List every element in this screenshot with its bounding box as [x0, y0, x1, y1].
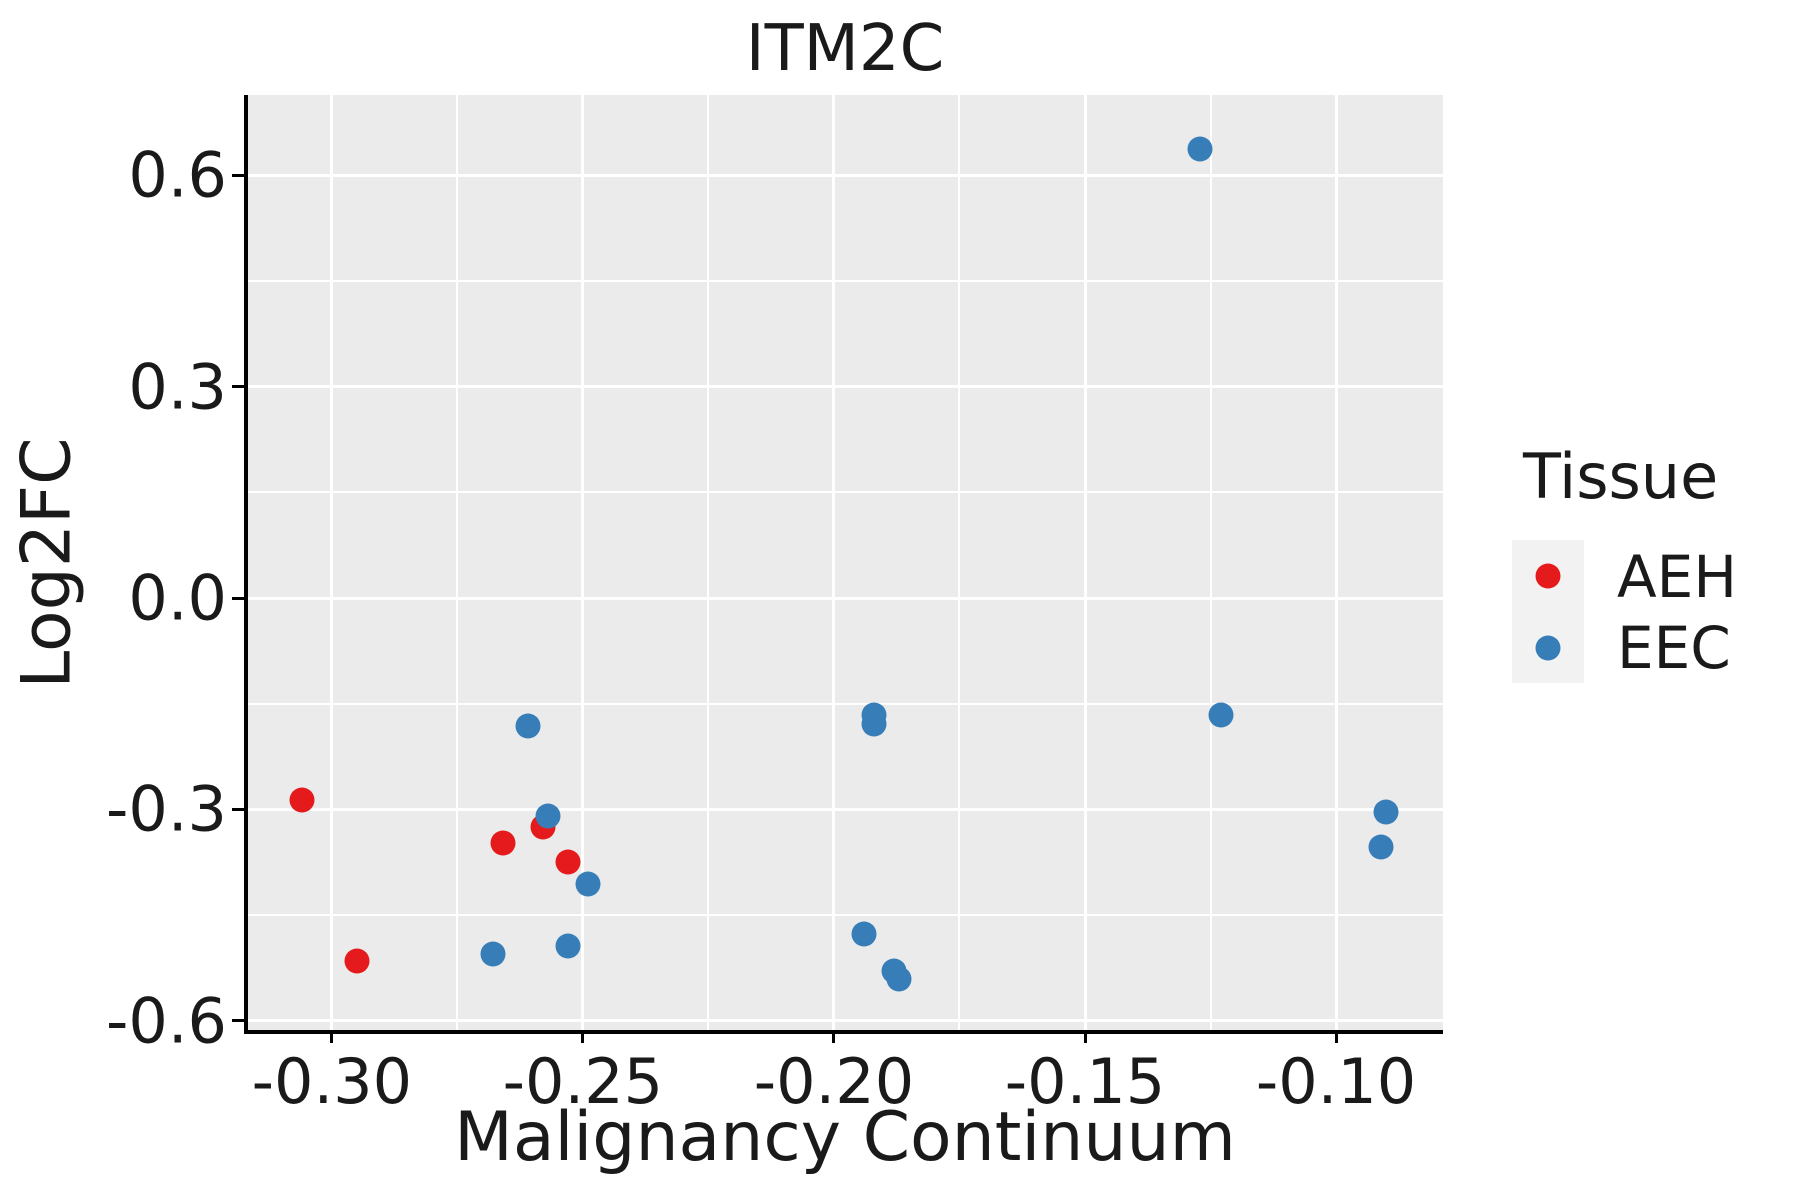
y-major-gridline [247, 173, 1443, 177]
legend-marker-aeh-icon [1535, 563, 1561, 589]
x-major-gridline [1083, 95, 1087, 1031]
y-major-gridline [247, 807, 1443, 811]
data-point-eec [575, 871, 601, 897]
data-point-eec [515, 713, 541, 739]
data-point-eec [1373, 799, 1399, 825]
y-major-gridline [247, 385, 1443, 388]
x-tick-mark [1083, 1031, 1087, 1043]
x-tick-mark [1334, 1031, 1338, 1043]
y-tick-mark [232, 173, 244, 177]
legend-label-eec: EEC [1617, 614, 1731, 682]
y-major-gridline [247, 1019, 1443, 1023]
x-minor-gridline [456, 95, 459, 1031]
y-tick-label: -0.6 [106, 984, 227, 1058]
y-axis-line [244, 95, 248, 1034]
x-axis-line [244, 1030, 1443, 1034]
data-point-eec [1368, 834, 1394, 860]
x-tick-label: -0.25 [502, 1045, 664, 1118]
data-point-aeh [490, 830, 516, 856]
x-minor-gridline [707, 95, 710, 1031]
legend-key-aeh [1512, 540, 1584, 612]
x-major-gridline [832, 95, 836, 1031]
x-axis-title: Malignancy Continuum [454, 1098, 1236, 1177]
data-point-eec [861, 711, 887, 737]
data-point-eec [1187, 136, 1213, 162]
legend-label-aeh: AEH [1617, 543, 1737, 611]
data-point-eec [535, 803, 561, 829]
x-tick-mark [832, 1031, 836, 1043]
x-tick-label: -0.15 [1004, 1045, 1166, 1118]
y-minor-gridline [247, 279, 1443, 282]
data-point-aeh [289, 787, 315, 813]
y-tick-label: 0.0 [128, 561, 227, 635]
y-tick-label: 0.6 [128, 138, 227, 212]
data-point-eec [886, 966, 912, 992]
x-tick-label: -0.10 [1255, 1045, 1417, 1118]
plot-panel [247, 95, 1443, 1031]
data-point-aeh [344, 948, 370, 974]
y-minor-gridline [247, 914, 1443, 917]
x-tick-mark [581, 1031, 585, 1043]
data-point-eec [480, 941, 506, 967]
x-tick-label: -0.30 [251, 1045, 413, 1118]
legend-key-eec [1512, 612, 1584, 683]
legend-title: Tissue [1523, 440, 1719, 513]
x-major-gridline [581, 95, 585, 1031]
legend-marker-eec-icon [1535, 635, 1561, 661]
data-point-eec [851, 921, 877, 947]
plot-title: ITM2C [745, 12, 945, 86]
y-tick-mark [232, 1019, 244, 1023]
data-point-aeh [555, 849, 581, 875]
x-tick-mark [330, 1031, 334, 1043]
y-tick-label: 0.3 [128, 350, 227, 423]
x-major-gridline [1334, 95, 1338, 1031]
data-point-eec [1208, 702, 1234, 728]
y-major-gridline [247, 596, 1443, 600]
data-point-eec [555, 933, 581, 959]
x-minor-gridline [958, 95, 961, 1031]
y-minor-gridline [247, 491, 1443, 494]
y-tick-label: -0.3 [106, 772, 227, 846]
x-minor-gridline [1209, 95, 1212, 1031]
y-tick-mark [232, 596, 244, 600]
x-tick-label: -0.20 [753, 1045, 915, 1118]
x-major-gridline [330, 95, 334, 1031]
y-minor-gridline [247, 702, 1443, 705]
y-tick-mark [232, 385, 244, 388]
y-tick-mark [232, 807, 244, 811]
